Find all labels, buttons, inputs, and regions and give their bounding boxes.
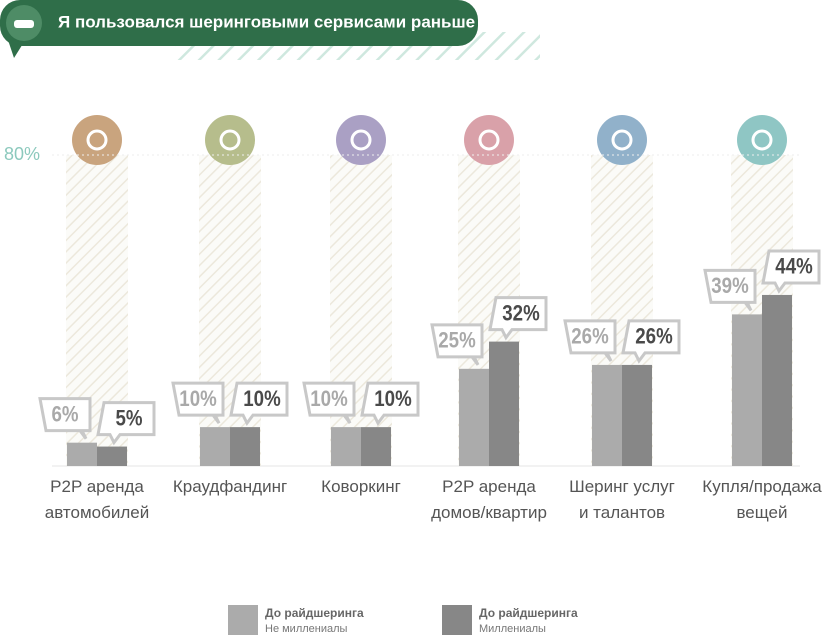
bar <box>459 368 489 466</box>
legend-label: До райдшеринга <box>479 606 578 620</box>
x-tick-label-line: P2P аренда <box>442 477 536 496</box>
x-tick-label-line: P2P аренда <box>50 477 144 496</box>
value-label-box <box>488 296 548 341</box>
value-label: 5% <box>115 407 142 431</box>
bar <box>361 427 391 466</box>
value-label: 26% <box>635 325 672 349</box>
x-tick-label: P2P аренда домов/квартир <box>431 477 547 522</box>
title-banner <box>0 0 478 46</box>
value-label-box <box>761 249 821 294</box>
value-label-box <box>621 319 681 364</box>
bar <box>592 364 622 466</box>
value-label-box <box>171 381 225 425</box>
x-tick-label-line: Краудфандинг <box>173 477 287 496</box>
legend-swatch <box>442 605 472 635</box>
category-icon <box>205 115 255 165</box>
value-label-box <box>38 397 92 440</box>
x-tick-label-line: домов/квартир <box>431 503 547 522</box>
bar <box>331 427 361 466</box>
value-label: 10% <box>179 388 216 412</box>
value-label-box <box>430 323 484 366</box>
x-tick-label-line: Шеринг услуг <box>569 477 675 496</box>
category-icon-glyph <box>86 129 108 151</box>
category-icon <box>72 115 122 165</box>
value-label-box <box>302 381 356 425</box>
chart-title: Я пользовался шеринговыми сервисами рань… <box>58 12 475 31</box>
value-label-box <box>96 401 156 446</box>
bar <box>489 341 519 466</box>
title-pointer <box>8 40 24 58</box>
bar <box>762 294 792 466</box>
x-tick-label: Купля/продажа вещей <box>702 477 822 522</box>
x-tick-label: Шеринг услуг и талантов <box>569 477 675 522</box>
bar <box>200 427 230 466</box>
value-label: 10% <box>243 388 280 412</box>
legend-sublabel: Миллениалы <box>479 623 546 635</box>
x-tick-label: Коворкинг <box>321 477 401 496</box>
category-icon-glyph <box>219 129 241 151</box>
category-icon-glyph <box>478 129 500 151</box>
legend-sublabel: Не миллениалы <box>265 623 348 635</box>
category-icon-glyph <box>751 129 773 151</box>
value-label: 39% <box>711 275 748 299</box>
legend-swatch <box>228 605 258 635</box>
category-icon-glyph <box>611 129 633 151</box>
x-tick-label-line: Купля/продажа <box>702 477 822 496</box>
x-tick-label-line: вещей <box>736 503 787 522</box>
bar <box>97 446 127 466</box>
category-icon-glyph <box>350 129 372 151</box>
value-label-box <box>563 319 617 362</box>
category-icon <box>597 115 647 165</box>
bar <box>622 364 652 466</box>
value-label: 44% <box>775 255 812 279</box>
value-label: 32% <box>502 302 539 326</box>
bar <box>67 442 97 466</box>
x-tick-label-line: и талантов <box>579 503 665 522</box>
value-label: 10% <box>310 388 347 412</box>
value-label: 6% <box>51 403 78 427</box>
value-label: 25% <box>438 329 475 353</box>
value-label-box <box>360 381 420 426</box>
category-icon <box>464 115 514 165</box>
value-label: 10% <box>374 388 411 412</box>
value-label-box <box>703 268 757 312</box>
x-tick-label-line: Коворкинг <box>321 477 401 496</box>
car-icon <box>14 20 34 28</box>
category-icon <box>336 115 386 165</box>
category-icon <box>737 115 787 165</box>
x-tick-label: Краудфандинг <box>173 477 287 496</box>
x-tick-label-line: автомобилей <box>45 503 149 522</box>
legend-label: До райдшеринга <box>265 606 364 620</box>
bar <box>732 314 762 466</box>
value-label: 26% <box>571 325 608 349</box>
x-tick-label: P2P аренда автомобилей <box>45 477 149 522</box>
value-label-box <box>229 381 289 426</box>
y-tick-label: 80% <box>4 144 40 164</box>
bar <box>230 427 260 466</box>
